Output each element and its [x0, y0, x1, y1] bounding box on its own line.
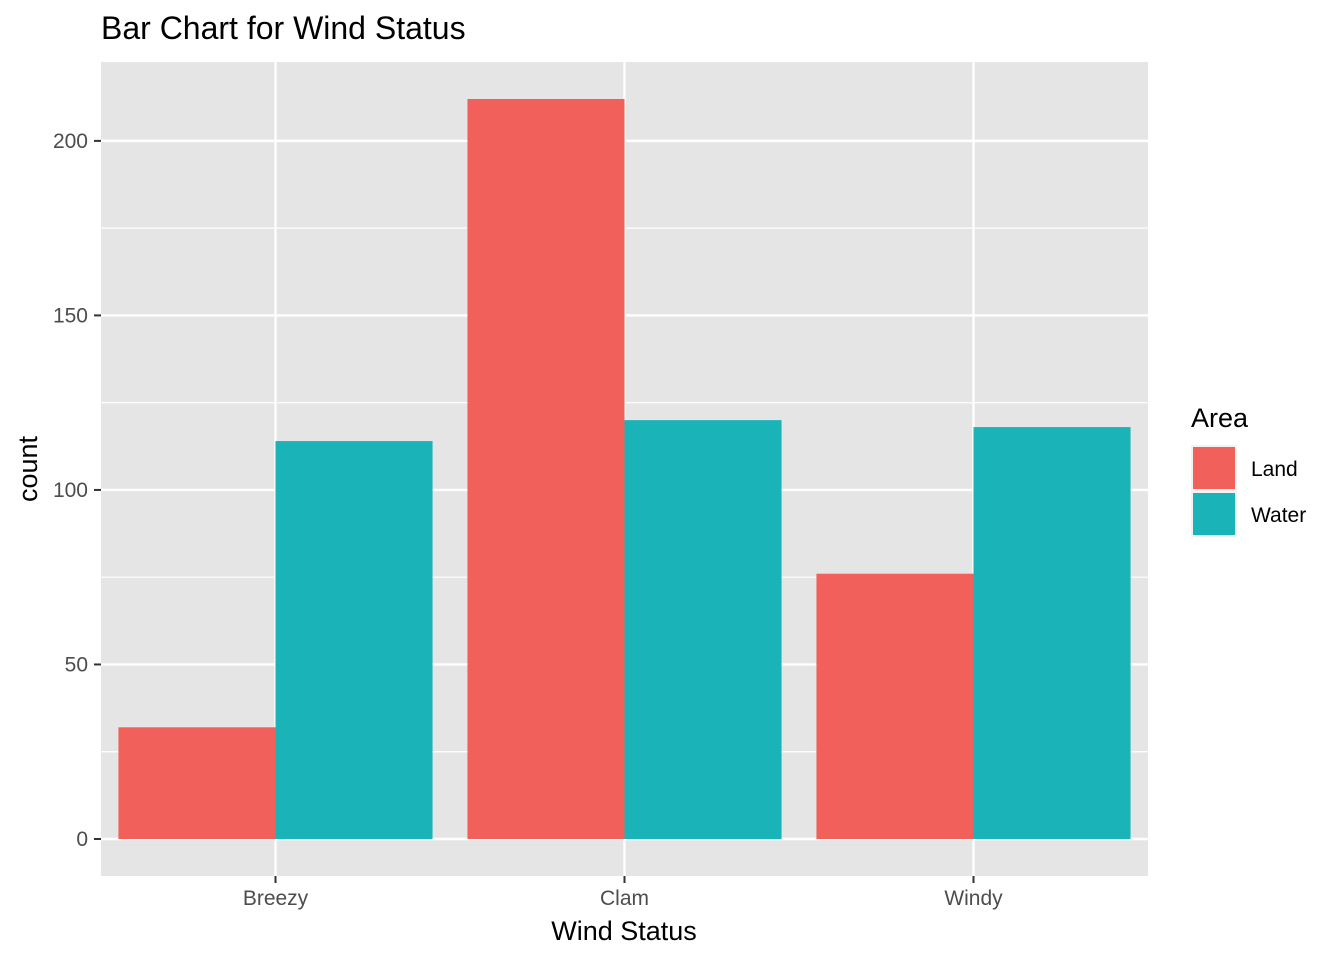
bars [118, 99, 1131, 839]
bar-water-windy [973, 427, 1131, 839]
x-tick-label: Breezy [243, 887, 309, 910]
y-tick-label: 150 [53, 304, 88, 327]
bar-water-clam [624, 420, 782, 839]
y-axis-title: count [13, 435, 43, 502]
y-tick-label: 0 [76, 828, 88, 851]
legend-swatch-land [1193, 447, 1235, 489]
bar-water-breezy [275, 441, 433, 839]
y-tick-label: 100 [53, 479, 88, 502]
y-tick-label: 200 [53, 130, 88, 153]
legend: Area Land Water [1191, 403, 1306, 537]
legend-items: Land Water [1191, 445, 1306, 537]
y-tick-label: 50 [65, 653, 88, 676]
bar-land-clam [467, 99, 625, 839]
bar-land-windy [816, 573, 974, 839]
axes: 0 50 100 150 200 Breezy Clam Windy [53, 130, 1003, 910]
x-tick-label: Windy [944, 887, 1003, 910]
legend-label-water: Water [1251, 504, 1306, 527]
x-tick-label: Clam [600, 887, 649, 910]
chart-title: Bar Chart for Wind Status [101, 10, 466, 46]
x-axis-title: Wind Status [551, 916, 697, 946]
bar-land-breezy [118, 727, 276, 839]
legend-title: Area [1191, 403, 1249, 433]
legend-label-land: Land [1251, 458, 1298, 481]
legend-swatch-water [1193, 493, 1235, 535]
